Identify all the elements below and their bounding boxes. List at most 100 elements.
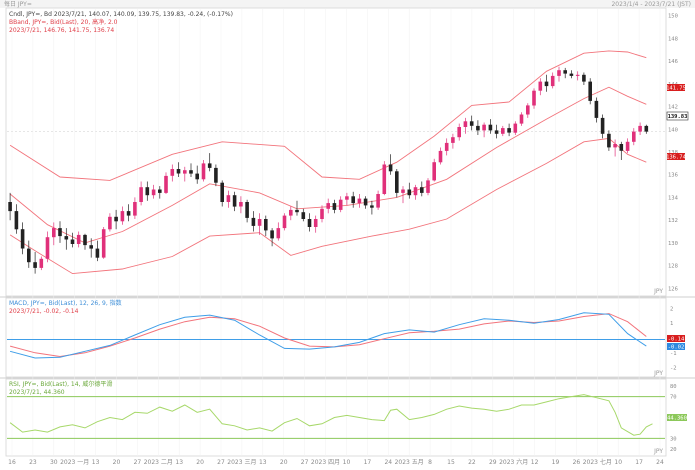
- candle-body: [20, 229, 25, 249]
- x-tick-label: 13: [92, 459, 100, 466]
- bb-upper-line: [9, 50, 647, 181]
- x-tick-label: 27: [217, 459, 225, 466]
- candle-body: [151, 189, 156, 196]
- candle-body: [550, 75, 555, 87]
- price-tick-label: 130: [668, 241, 678, 247]
- candle-body: [501, 128, 505, 134]
- svg-text:139.83: 139.83: [668, 114, 688, 120]
- svg-text:-0.02: -0.02: [668, 345, 685, 351]
- candle-body: [45, 237, 50, 259]
- candle-body: [101, 229, 106, 258]
- candle-body: [232, 195, 237, 207]
- price-tick-label: 128: [668, 264, 678, 270]
- candle-body: [276, 228, 281, 239]
- candle-body: [226, 195, 231, 202]
- x-tick-label: 2023 七月: [583, 458, 612, 466]
- candle-body: [64, 236, 69, 240]
- price-tick-label: 132: [668, 218, 678, 224]
- candle-body: [332, 203, 337, 210]
- candle-body: [257, 219, 262, 226]
- candle-body: [183, 170, 187, 174]
- candle-body: [569, 73, 574, 76]
- macd-tick-label: 1: [670, 321, 673, 327]
- x-tick-label: 16: [8, 459, 16, 466]
- rsi-currency-tag: JPY: [653, 448, 663, 455]
- rsi-tick-label: 70: [670, 395, 677, 401]
- candle-body: [401, 189, 405, 193]
- candle-body: [413, 187, 418, 196]
- price-tick-label: 148: [668, 36, 678, 42]
- rsi-line: [9, 394, 653, 436]
- candle-body: [39, 258, 44, 268]
- macd-tick-label: -2: [670, 366, 677, 372]
- main-panel: [5, 7, 667, 297]
- candle-body: [108, 216, 112, 230]
- x-tick-label: 27: [134, 459, 142, 466]
- badge-bb-lower: 136.74: [666, 153, 687, 161]
- candle-body: [563, 70, 567, 74]
- candle-body: [638, 125, 642, 132]
- macd-legend-line2: 2023/7/21, -0.02, -0.14: [9, 308, 79, 315]
- candle-body: [251, 217, 256, 226]
- candle-body: [594, 100, 599, 118]
- main-legend-line2: BBand, JPY=, Bid(Last), 20, 高净, 2.0: [9, 18, 118, 26]
- candle-body: [507, 128, 511, 133]
- candle-body: [133, 202, 137, 216]
- axis-labels-layer: 1501481461441421401381361341321301281262…: [8, 14, 678, 466]
- x-tick-label: 23: [29, 459, 37, 466]
- macd-layer: [7, 312, 665, 359]
- candle-body: [220, 182, 224, 202]
- candle-body: [513, 123, 518, 133]
- topbar-left-label: 每日 JPY=: [4, 0, 32, 8]
- candle-body: [8, 202, 12, 212]
- rsi-legend-line2: 2023/7/21, 44.360: [9, 389, 65, 396]
- candle-body: [70, 239, 75, 244]
- candle-body: [326, 203, 330, 209]
- candle-body: [557, 70, 561, 76]
- x-tick-label: 29: [489, 459, 497, 466]
- x-tick-label: 20: [280, 459, 288, 466]
- candle-body: [158, 189, 162, 193]
- x-tick-label: 17: [635, 459, 643, 466]
- candle-body: [463, 121, 468, 127]
- badge-rsi-value: 44.360: [667, 414, 687, 422]
- candle-body: [388, 164, 393, 172]
- bb-lower-line: [9, 137, 647, 275]
- candle-body: [644, 125, 649, 132]
- svg-text:-0.14: -0.14: [668, 337, 685, 343]
- candle-body: [494, 130, 499, 134]
- candle-body: [307, 219, 312, 227]
- x-tick-label: 2023 五月: [395, 459, 424, 466]
- candle-body: [526, 105, 530, 115]
- x-tick-label: 26: [573, 459, 581, 466]
- x-tick-label: 19: [552, 459, 560, 466]
- x-tick-label: 2023 三月: [227, 459, 256, 466]
- candle-body: [207, 163, 212, 168]
- candle-body: [395, 171, 399, 193]
- candle-body: [120, 211, 125, 222]
- candle-body: [289, 209, 293, 216]
- candle-body: [76, 234, 81, 244]
- rsi-legend-line1: RSI, JPY=, Bid(Last), 14, 威尔德平滑: [9, 380, 112, 388]
- price-tick-label: 150: [668, 14, 678, 20]
- x-tick-label: 27: [301, 459, 309, 466]
- x-tick-label: 12: [531, 459, 539, 466]
- candle-body: [295, 209, 299, 213]
- candle-body: [195, 173, 199, 180]
- candle-body: [14, 211, 19, 230]
- candle-body: [164, 175, 168, 193]
- candle-body: [632, 131, 636, 142]
- main-currency-tag: JPY: [653, 288, 663, 295]
- candle-body: [544, 81, 549, 87]
- candle-body: [282, 215, 287, 229]
- x-tick-label: 2023 四月: [311, 459, 340, 466]
- x-tick-label: 8: [428, 459, 432, 466]
- candle-body: [575, 74, 580, 76]
- rsi-layer: [7, 394, 665, 439]
- candle-body: [482, 124, 486, 131]
- rsi-panel: [5, 378, 667, 457]
- candle-body: [145, 187, 150, 196]
- candle-body: [33, 262, 37, 268]
- candle-body: [52, 228, 56, 238]
